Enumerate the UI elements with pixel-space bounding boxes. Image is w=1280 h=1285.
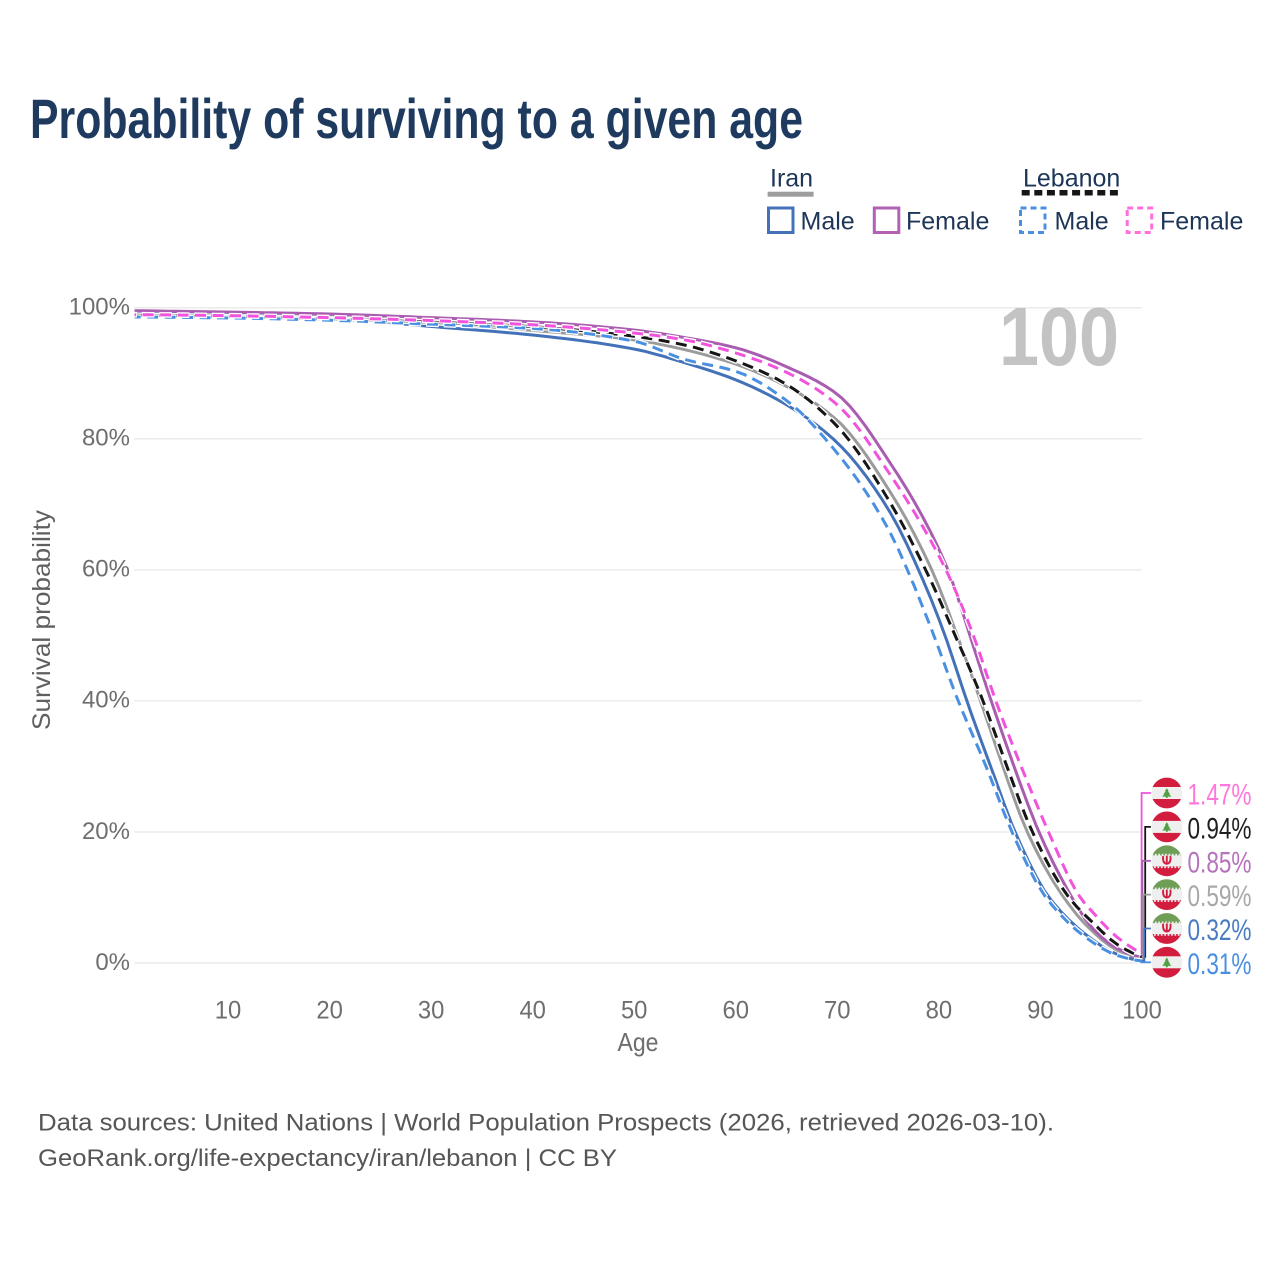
svg-text:1.47%: 1.47% (1188, 779, 1252, 812)
svg-text:0.59%: 0.59% (1188, 880, 1252, 913)
svg-text:Age: Age (618, 1027, 659, 1057)
svg-text:0.31%: 0.31% (1188, 948, 1252, 981)
svg-text:20: 20 (316, 996, 343, 1024)
svg-text:Data sources: United Nations |: Data sources: United Nations | World Pop… (38, 1110, 1054, 1137)
svg-text:0%: 0% (95, 949, 130, 976)
svg-text:80%: 80% (82, 425, 130, 452)
svg-text:40%: 40% (82, 687, 130, 714)
svg-text:Female: Female (1160, 208, 1243, 236)
svg-text:90: 90 (1027, 996, 1054, 1024)
svg-text:10: 10 (215, 996, 242, 1024)
svg-text:Male: Male (801, 208, 855, 236)
svg-text:60%: 60% (82, 556, 130, 583)
svg-text:GeoRank.org/life-expectancy/ir: GeoRank.org/life-expectancy/iran/lebanon… (38, 1145, 617, 1172)
svg-text:Female: Female (906, 208, 989, 236)
svg-text:30: 30 (418, 996, 445, 1024)
svg-text:100: 100 (1122, 996, 1162, 1024)
svg-text:0.94%: 0.94% (1188, 813, 1252, 846)
svg-text:0.85%: 0.85% (1188, 846, 1252, 879)
svg-text:40: 40 (519, 996, 546, 1024)
svg-text:20%: 20% (82, 818, 130, 845)
svg-text:70: 70 (824, 996, 851, 1024)
svg-text:50: 50 (621, 996, 648, 1024)
svg-text:Male: Male (1055, 208, 1109, 236)
svg-text:80: 80 (926, 996, 953, 1024)
svg-text:Probability of surviving to a: Probability of surviving to a given age (30, 87, 803, 150)
svg-text:100%: 100% (69, 294, 130, 321)
svg-text:Survival probability: Survival probability (28, 509, 56, 730)
svg-text:60: 60 (723, 996, 750, 1024)
svg-text:100: 100 (999, 290, 1119, 383)
svg-text:Iran: Iran (770, 165, 813, 193)
svg-text:Lebanon: Lebanon (1023, 165, 1120, 193)
svg-text:0.32%: 0.32% (1188, 914, 1252, 947)
